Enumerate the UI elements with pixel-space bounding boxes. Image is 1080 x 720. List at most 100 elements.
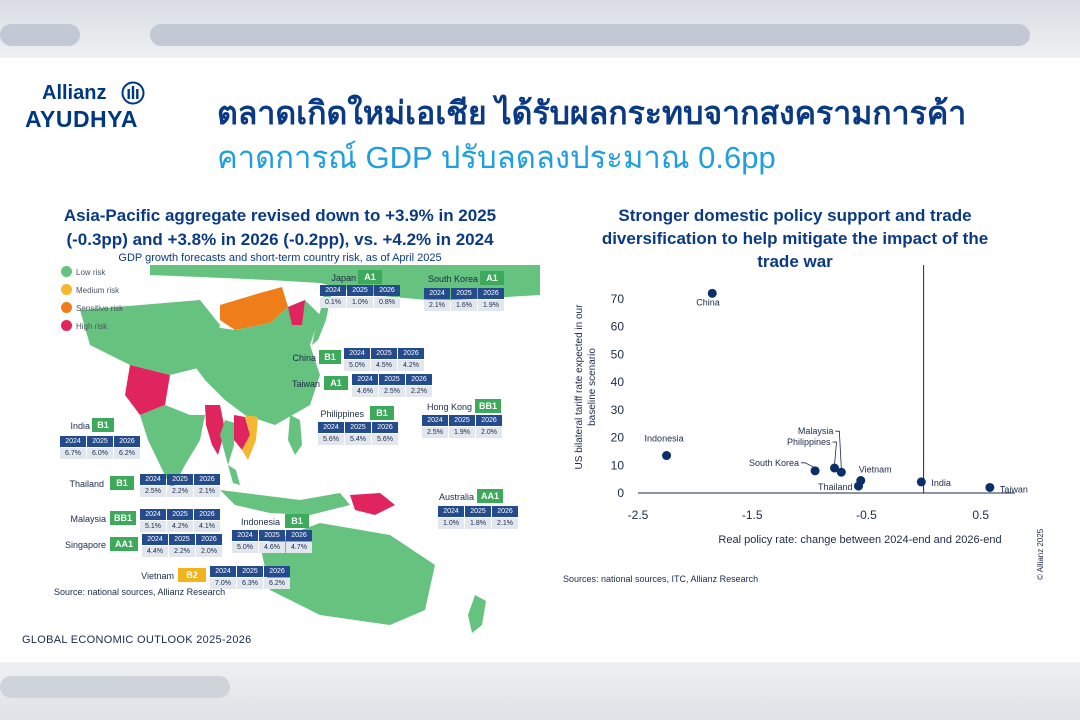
rating-badge: A1 bbox=[358, 270, 382, 284]
brand-subname: AYUDHYA bbox=[25, 106, 139, 132]
legend-dot bbox=[61, 266, 72, 277]
map-region-china bbox=[190, 300, 320, 425]
y-tick-label: 50 bbox=[611, 347, 625, 361]
scatter-point bbox=[985, 482, 995, 492]
page-subtitle: คาดการณ์ GDP ปรับลดลงประมาณ 0.6pp bbox=[217, 140, 776, 175]
leader-line bbox=[832, 441, 837, 466]
rating-badge: B1 bbox=[110, 476, 134, 490]
country-name: Australia bbox=[438, 492, 474, 502]
y-tick-label: 70 bbox=[611, 292, 625, 306]
x-tick-label: -1.5 bbox=[742, 508, 763, 522]
blur-smear bbox=[150, 24, 1030, 46]
scatter-point bbox=[662, 451, 672, 461]
y-tick-label: 20 bbox=[611, 431, 625, 445]
allianz-logo-icon bbox=[121, 81, 145, 105]
country-name: South Korea bbox=[427, 274, 478, 284]
country-name: Singapore bbox=[64, 540, 106, 550]
point-label: South Korea bbox=[749, 458, 799, 468]
country-name: Vietnam bbox=[141, 571, 174, 581]
y-tick-label: 10 bbox=[611, 458, 625, 472]
chart-source: Sources: national sources, ITC, Allianz … bbox=[563, 574, 759, 584]
scatter-chart: -2.5 -1.5 -0.5 0.5 0 10 20 30 40 50 60 70 Real polic… bbox=[574, 265, 1028, 546]
scatter-point bbox=[810, 466, 820, 476]
rating-badge: B1 bbox=[370, 406, 394, 420]
x-tick-label: -0.5 bbox=[856, 508, 877, 522]
y-tick-label: 30 bbox=[611, 403, 625, 417]
map-region-new-zealand bbox=[468, 595, 486, 633]
left-subtitle: GDP growth forecasts and short-term coun… bbox=[118, 252, 442, 264]
country-name: Taiwan bbox=[291, 379, 320, 389]
y-axis-label: baseline scenario bbox=[587, 348, 598, 426]
map-region-philippines bbox=[288, 415, 302, 455]
map-region-myanmar bbox=[205, 405, 225, 455]
leader-line bbox=[801, 462, 816, 469]
map-region-south-korea bbox=[298, 325, 306, 343]
page-title: ตลาดเกิดใหม่เอเชีย ได้รับผลกระทบจากสงครา… bbox=[217, 95, 967, 131]
map-region-indonesia bbox=[220, 490, 350, 515]
chart-title-line1: Stronger domestic policy support and tra… bbox=[618, 206, 972, 225]
rating-badge: BB1 bbox=[110, 511, 136, 525]
rating-badge: B1 bbox=[92, 418, 114, 432]
rating-badge: B1 bbox=[285, 514, 309, 528]
country-name: Indonesia bbox=[240, 517, 280, 527]
top-blur-strip bbox=[0, 0, 1080, 58]
bottom-blur-strip bbox=[0, 662, 1080, 720]
footer-label: GLOBAL ECONOMIC OUTLOOK 2025-2026 bbox=[22, 634, 252, 646]
country-name: Malaysia bbox=[70, 514, 106, 524]
map-region-central-asia bbox=[80, 300, 220, 375]
legend-dot bbox=[61, 320, 72, 331]
y-axis-label: US bilateral tariff rate expected in our bbox=[574, 304, 585, 470]
chart-title: Stronger domestic policy support and tra… bbox=[570, 204, 1020, 273]
country-name: Japan bbox=[331, 273, 356, 283]
map-region-laos-cambodia bbox=[234, 415, 250, 450]
y-tick-label: 40 bbox=[611, 375, 625, 389]
legend-dot bbox=[61, 302, 72, 313]
asia-pacific-risk-map bbox=[80, 265, 540, 633]
rating-badge: A1 bbox=[480, 271, 504, 285]
rating-badge: B1 bbox=[319, 350, 341, 364]
point-label: Taiwan bbox=[1000, 484, 1028, 494]
map-region-papua-new-guinea bbox=[350, 493, 395, 515]
x-tick-label: -2.5 bbox=[628, 508, 649, 522]
scatter-point bbox=[829, 463, 839, 473]
left-heading-line2: (-0.3pp) and +3.8% in 2026 (-0.2pp), vs.… bbox=[66, 230, 494, 249]
left-heading-line1: Asia-Pacific aggregate revised down to +… bbox=[63, 206, 497, 225]
y-tick-label: 0 bbox=[617, 486, 624, 500]
map-region-north-korea bbox=[288, 300, 305, 325]
rating-badge: BB1 bbox=[475, 399, 501, 413]
map-region-mongolia bbox=[220, 287, 288, 330]
map-region-vietnam bbox=[242, 415, 258, 460]
rating-badge: AA1 bbox=[110, 537, 138, 551]
legend-dot bbox=[61, 284, 72, 295]
country-name: Philippines bbox=[320, 409, 364, 419]
point-label: Thailand bbox=[818, 482, 853, 492]
map-region-pakistan bbox=[125, 365, 170, 415]
scatter-point bbox=[836, 467, 846, 477]
rating-badge: B2 bbox=[178, 568, 206, 582]
map-region-thailand bbox=[220, 420, 235, 465]
country-name: Hong Kong bbox=[426, 402, 472, 412]
country-name: Thailand bbox=[69, 479, 104, 489]
point-label: India bbox=[931, 478, 951, 488]
point-label: Indonesia bbox=[645, 434, 684, 444]
x-tick-label: 0.5 bbox=[972, 508, 989, 522]
scatter-point bbox=[853, 481, 863, 491]
rating-badge: AA1 bbox=[477, 489, 503, 503]
point-label: Vietnam bbox=[859, 465, 892, 475]
leader-line bbox=[835, 430, 842, 470]
country-name: China bbox=[292, 353, 316, 363]
x-axis-label: Real policy rate: change between 2024-en… bbox=[718, 534, 1001, 546]
scatter-point bbox=[916, 477, 926, 487]
map-region-india bbox=[140, 405, 205, 490]
scatter-point bbox=[707, 288, 717, 298]
y-tick-label: 60 bbox=[611, 320, 625, 334]
chart-title-line2: diversification to help mitigate the imp… bbox=[601, 229, 989, 248]
point-label: China bbox=[696, 297, 720, 307]
chart-title-line3: trade war bbox=[757, 252, 833, 271]
brand-name: Allianz bbox=[42, 82, 107, 104]
rating-badge: A1 bbox=[324, 376, 348, 390]
point-label: Philippines bbox=[787, 437, 831, 447]
blur-smear bbox=[0, 24, 80, 46]
country-name: India bbox=[70, 421, 90, 431]
map-region-malaysia bbox=[228, 465, 240, 485]
